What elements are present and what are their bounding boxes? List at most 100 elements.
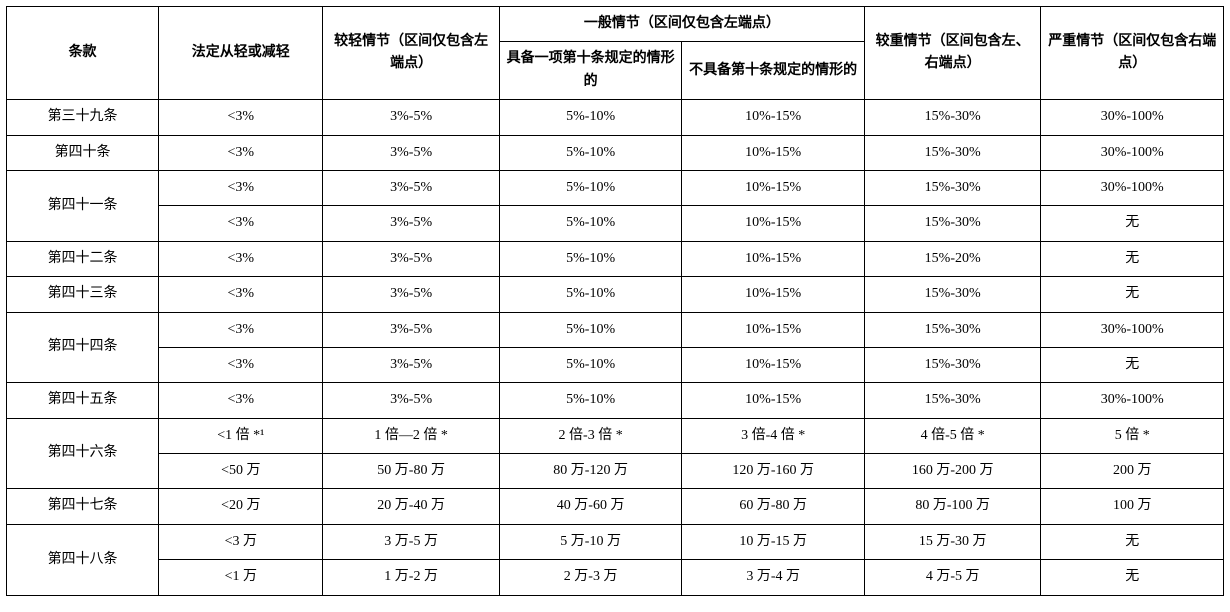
header-general-with: 具备一项第十条规定的情形的 <box>499 42 682 100</box>
header-serious: 严重情节（区间仅包含右端点） <box>1041 7 1224 100</box>
cell-value: 30%-100% <box>1041 312 1224 347</box>
cell-value: 4 万-5 万 <box>864 560 1040 595</box>
cell-value: <3% <box>159 241 323 276</box>
table-body: 第三十九条<3%3%-5%5%-10%10%-15%15%-30%30%-100… <box>7 100 1224 595</box>
table-row: 第四十二条<3%3%-5%5%-10%10%-15%15%-20%无 <box>7 241 1224 276</box>
cell-value: 5%-10% <box>499 206 682 241</box>
cell-value: 2 倍-3 倍 * <box>499 418 682 453</box>
cell-value: 10%-15% <box>682 383 865 418</box>
header-clause: 条款 <box>7 7 159 100</box>
cell-value: 80 万-120 万 <box>499 454 682 489</box>
cell-value: 120 万-160 万 <box>682 454 865 489</box>
cell-value: 10%-15% <box>682 170 865 205</box>
row-label: 第四十七条 <box>7 489 159 524</box>
cell-value: 60 万-80 万 <box>682 489 865 524</box>
table-row: 第四十八条<3 万3 万-5 万5 万-10 万10 万-15 万15 万-30… <box>7 524 1224 559</box>
cell-value: 30%-100% <box>1041 170 1224 205</box>
cell-value: <3% <box>159 206 323 241</box>
cell-value: 10%-15% <box>682 347 865 382</box>
cell-value: 50 万-80 万 <box>323 454 499 489</box>
cell-value: <3% <box>159 277 323 312</box>
cell-value: 5 倍 * <box>1041 418 1224 453</box>
table-row: 第四十七条<20 万20 万-40 万40 万-60 万60 万-80 万80 … <box>7 489 1224 524</box>
cell-value: 5%-10% <box>499 241 682 276</box>
cell-value: 30%-100% <box>1041 135 1224 170</box>
header-statutory-mitigation: 法定从轻或减轻 <box>159 7 323 100</box>
cell-value: 4 倍-5 倍 * <box>864 418 1040 453</box>
table-row: <1 万1 万-2 万2 万-3 万3 万-4 万4 万-5 万无 <box>7 560 1224 595</box>
cell-value: 1 万-2 万 <box>323 560 499 595</box>
cell-value: 3%-5% <box>323 383 499 418</box>
cell-value: 3%-5% <box>323 206 499 241</box>
cell-value: 160 万-200 万 <box>864 454 1040 489</box>
cell-value: 15%-30% <box>864 277 1040 312</box>
table-row: 第四十五条<3%3%-5%5%-10%10%-15%15%-30%30%-100… <box>7 383 1224 418</box>
cell-value: 5%-10% <box>499 347 682 382</box>
cell-value: <3% <box>159 347 323 382</box>
row-label: 第四十条 <box>7 135 159 170</box>
cell-value: <1 万 <box>159 560 323 595</box>
row-label: 第三十九条 <box>7 100 159 135</box>
cell-value: 5%-10% <box>499 100 682 135</box>
cell-value: 15 万-30 万 <box>864 524 1040 559</box>
cell-value: 3 倍-4 倍 * <box>682 418 865 453</box>
cell-value: 15%-20% <box>864 241 1040 276</box>
cell-value: 无 <box>1041 206 1224 241</box>
cell-value: 15%-30% <box>864 100 1040 135</box>
table-row: <50 万50 万-80 万80 万-120 万120 万-160 万160 万… <box>7 454 1224 489</box>
cell-value: 10 万-15 万 <box>682 524 865 559</box>
cell-value: 3%-5% <box>323 135 499 170</box>
cell-value: 30%-100% <box>1041 100 1224 135</box>
cell-value: 5 万-10 万 <box>499 524 682 559</box>
cell-value: 3%-5% <box>323 100 499 135</box>
cell-value: 3 万-5 万 <box>323 524 499 559</box>
cell-value: 80 万-100 万 <box>864 489 1040 524</box>
cell-value: 3%-5% <box>323 170 499 205</box>
table-row: 第四十四条<3%3%-5%5%-10%10%-15%15%-30%30%-100… <box>7 312 1224 347</box>
cell-value: <1 倍 *¹ <box>159 418 323 453</box>
cell-value: 无 <box>1041 560 1224 595</box>
row-label: 第四十二条 <box>7 241 159 276</box>
table-header: 条款 法定从轻或减轻 较轻情节（区间仅包含左端点） 一般情节（区间仅包含左端点）… <box>7 7 1224 100</box>
cell-value: 3%-5% <box>323 241 499 276</box>
cell-value: 15%-30% <box>864 347 1040 382</box>
cell-value: 100 万 <box>1041 489 1224 524</box>
cell-value: <3% <box>159 170 323 205</box>
cell-value: 无 <box>1041 524 1224 559</box>
table-row: 第四十条<3%3%-5%5%-10%10%-15%15%-30%30%-100% <box>7 135 1224 170</box>
penalty-table: 条款 法定从轻或减轻 较轻情节（区间仅包含左端点） 一般情节（区间仅包含左端点）… <box>6 6 1224 596</box>
header-general-top: 一般情节（区间仅包含左端点） <box>499 7 864 42</box>
header-minor: 较轻情节（区间仅包含左端点） <box>323 7 499 100</box>
cell-value: 15%-30% <box>864 206 1040 241</box>
cell-value: 30%-100% <box>1041 383 1224 418</box>
table-row: 第四十三条<3%3%-5%5%-10%10%-15%15%-30%无 <box>7 277 1224 312</box>
row-label: 第四十五条 <box>7 383 159 418</box>
cell-value: 5%-10% <box>499 135 682 170</box>
cell-value: 15%-30% <box>864 135 1040 170</box>
cell-value: 无 <box>1041 347 1224 382</box>
cell-value: 3%-5% <box>323 277 499 312</box>
cell-value: <3% <box>159 312 323 347</box>
cell-value: 20 万-40 万 <box>323 489 499 524</box>
cell-value: 10%-15% <box>682 277 865 312</box>
cell-value: <3% <box>159 135 323 170</box>
row-label: 第四十一条 <box>7 170 159 241</box>
cell-value: 5%-10% <box>499 170 682 205</box>
cell-value: 10%-15% <box>682 135 865 170</box>
cell-value: 5%-10% <box>499 277 682 312</box>
cell-value: 5%-10% <box>499 383 682 418</box>
row-label: 第四十四条 <box>7 312 159 383</box>
cell-value: 2 万-3 万 <box>499 560 682 595</box>
cell-value: 10%-15% <box>682 241 865 276</box>
header-heavier: 较重情节（区间包含左、右端点） <box>864 7 1040 100</box>
cell-value: 40 万-60 万 <box>499 489 682 524</box>
cell-value: 5%-10% <box>499 312 682 347</box>
table-row: 第四十六条<1 倍 *¹1 倍—2 倍 *2 倍-3 倍 *3 倍-4 倍 *4… <box>7 418 1224 453</box>
cell-value: 无 <box>1041 277 1224 312</box>
cell-value: <3 万 <box>159 524 323 559</box>
table-row: <3%3%-5%5%-10%10%-15%15%-30%无 <box>7 206 1224 241</box>
cell-value: 10%-15% <box>682 100 865 135</box>
cell-value: <50 万 <box>159 454 323 489</box>
cell-value: 15%-30% <box>864 383 1040 418</box>
header-general-without: 不具备第十条规定的情形的 <box>682 42 865 100</box>
